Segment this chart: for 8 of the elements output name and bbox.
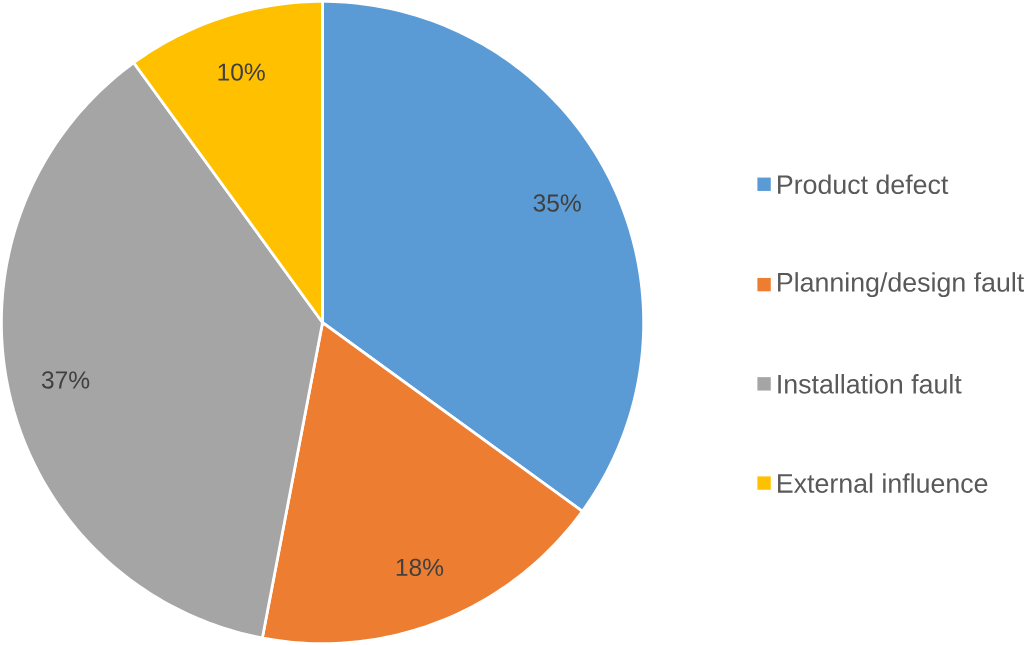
legend-label: External influence <box>778 473 988 493</box>
data-label: 10% <box>218 63 265 81</box>
legend-label: Installation fault <box>778 374 962 394</box>
data-label: 35% <box>533 194 581 212</box>
data-label: 18% <box>396 558 444 577</box>
legend-label: Product defect <box>778 174 949 195</box>
data-label: 37% <box>41 371 90 389</box>
legend-label: Planning/design fault <box>778 272 1025 298</box>
